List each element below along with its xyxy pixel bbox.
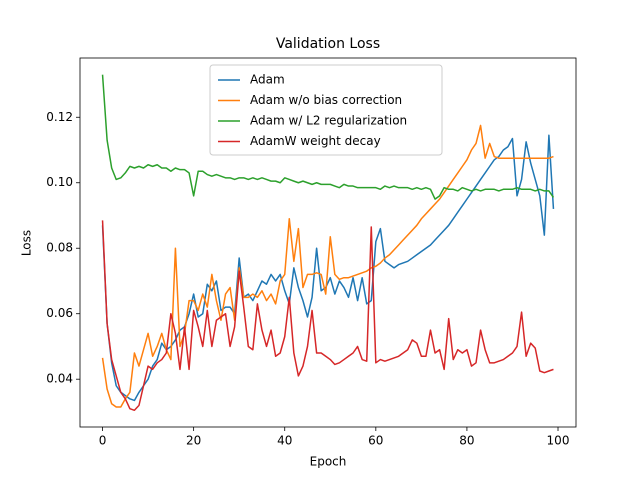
x-tick-label: 20 xyxy=(186,434,201,448)
x-tick-label: 100 xyxy=(547,434,570,448)
legend-label: Adam w/ L2 regularization xyxy=(250,114,407,128)
y-tick-label: 0.06 xyxy=(46,306,73,320)
y-tick-label: 0.04 xyxy=(46,372,73,386)
y-tick-label: 0.10 xyxy=(46,175,73,189)
legend: Adam Adam w/o bias correction Adam w/ L2 r… xyxy=(209,64,443,156)
line-series xyxy=(101,74,555,200)
x-tick-label: 80 xyxy=(459,434,474,448)
x-tick-label: 40 xyxy=(277,434,292,448)
y-tick-label: 0.12 xyxy=(46,110,73,124)
legend-label: Adam xyxy=(250,73,285,87)
x-tick-label: 60 xyxy=(368,434,383,448)
line-series xyxy=(101,220,554,412)
legend-label: AdamW weight decay xyxy=(250,134,381,148)
line-series xyxy=(101,134,555,402)
axes-frame xyxy=(79,57,577,428)
legend-label: Adam w/o bias correction xyxy=(250,93,402,107)
line-series xyxy=(101,124,554,408)
y-axis-label: Loss xyxy=(20,230,34,256)
y-tick-label: 0.08 xyxy=(46,241,73,255)
legend-box xyxy=(209,64,443,156)
x-tick-label: 0 xyxy=(99,434,107,448)
x-axis-label: Epoch xyxy=(310,455,347,469)
chart-title: Validation Loss xyxy=(276,36,380,52)
